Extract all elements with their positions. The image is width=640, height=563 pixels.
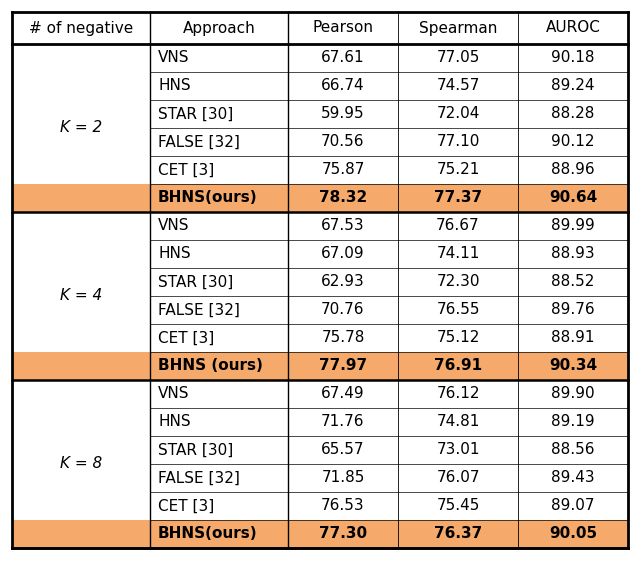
- Text: VNS: VNS: [158, 387, 189, 401]
- Text: BHNS(ours): BHNS(ours): [158, 190, 258, 205]
- Text: 89.76: 89.76: [551, 302, 595, 318]
- Text: 65.57: 65.57: [321, 443, 365, 458]
- Text: 74.57: 74.57: [436, 78, 480, 93]
- Text: 88.96: 88.96: [551, 163, 595, 177]
- Text: K = 4: K = 4: [60, 288, 102, 303]
- Text: 89.07: 89.07: [551, 498, 595, 513]
- Text: 76.12: 76.12: [436, 387, 480, 401]
- Text: 74.81: 74.81: [436, 414, 480, 430]
- Text: FALSE [32]: FALSE [32]: [158, 471, 240, 485]
- Text: 77.10: 77.10: [436, 135, 480, 150]
- Text: 88.93: 88.93: [551, 247, 595, 261]
- Text: 89.19: 89.19: [551, 414, 595, 430]
- Text: AUROC: AUROC: [545, 20, 600, 35]
- Text: CET [3]: CET [3]: [158, 498, 214, 513]
- Text: 77.37: 77.37: [434, 190, 482, 205]
- Text: 62.93: 62.93: [321, 275, 365, 289]
- Bar: [12, 352, 628, 380]
- Text: 67.53: 67.53: [321, 218, 365, 234]
- Text: 66.74: 66.74: [321, 78, 365, 93]
- Text: Approach: Approach: [182, 20, 255, 35]
- Text: 89.90: 89.90: [551, 387, 595, 401]
- Text: 89.43: 89.43: [551, 471, 595, 485]
- Text: STAR [30]: STAR [30]: [158, 275, 233, 289]
- Text: 74.11: 74.11: [436, 247, 480, 261]
- Text: 70.56: 70.56: [321, 135, 365, 150]
- Text: 76.37: 76.37: [434, 526, 482, 542]
- Text: HNS: HNS: [158, 78, 191, 93]
- Text: 88.52: 88.52: [551, 275, 595, 289]
- Text: 88.56: 88.56: [551, 443, 595, 458]
- Text: HNS: HNS: [158, 414, 191, 430]
- Text: 90.18: 90.18: [551, 51, 595, 65]
- Text: 76.53: 76.53: [321, 498, 365, 513]
- Text: 90.05: 90.05: [549, 526, 597, 542]
- Text: 76.55: 76.55: [436, 302, 480, 318]
- Bar: [12, 184, 628, 212]
- Text: 88.28: 88.28: [551, 106, 595, 122]
- Text: 76.67: 76.67: [436, 218, 480, 234]
- Text: 77.30: 77.30: [319, 526, 367, 542]
- Text: 75.87: 75.87: [321, 163, 365, 177]
- Text: STAR [30]: STAR [30]: [158, 106, 233, 122]
- Text: 75.12: 75.12: [436, 330, 480, 346]
- Text: VNS: VNS: [158, 51, 189, 65]
- Text: 75.45: 75.45: [436, 498, 480, 513]
- Text: 90.12: 90.12: [551, 135, 595, 150]
- Text: 76.07: 76.07: [436, 471, 480, 485]
- Text: 89.24: 89.24: [551, 78, 595, 93]
- Text: 75.21: 75.21: [436, 163, 480, 177]
- Text: FALSE [32]: FALSE [32]: [158, 135, 240, 150]
- Text: FALSE [32]: FALSE [32]: [158, 302, 240, 318]
- Text: 75.78: 75.78: [321, 330, 365, 346]
- Text: K = 8: K = 8: [60, 457, 102, 471]
- Text: 77.05: 77.05: [436, 51, 480, 65]
- Text: 67.61: 67.61: [321, 51, 365, 65]
- Text: HNS: HNS: [158, 247, 191, 261]
- Text: 72.30: 72.30: [436, 275, 480, 289]
- Text: 71.85: 71.85: [321, 471, 365, 485]
- Text: 59.95: 59.95: [321, 106, 365, 122]
- Text: 78.32: 78.32: [319, 190, 367, 205]
- Text: 89.99: 89.99: [551, 218, 595, 234]
- Text: 67.49: 67.49: [321, 387, 365, 401]
- Text: CET [3]: CET [3]: [158, 163, 214, 177]
- Text: CET [3]: CET [3]: [158, 330, 214, 346]
- Text: BHNS (ours): BHNS (ours): [158, 359, 263, 373]
- Text: K = 2: K = 2: [60, 120, 102, 136]
- Text: 76.91: 76.91: [434, 359, 482, 373]
- Text: BHNS(ours): BHNS(ours): [158, 526, 258, 542]
- Text: 67.09: 67.09: [321, 247, 365, 261]
- Bar: [12, 520, 628, 548]
- Text: 88.91: 88.91: [551, 330, 595, 346]
- Text: 72.04: 72.04: [436, 106, 480, 122]
- Text: 77.97: 77.97: [319, 359, 367, 373]
- Text: 70.76: 70.76: [321, 302, 365, 318]
- Text: 90.64: 90.64: [549, 190, 597, 205]
- Text: STAR [30]: STAR [30]: [158, 443, 233, 458]
- Text: 90.34: 90.34: [549, 359, 597, 373]
- Text: Pearson: Pearson: [312, 20, 374, 35]
- Text: 71.76: 71.76: [321, 414, 365, 430]
- Text: # of negative: # of negative: [29, 20, 133, 35]
- Text: VNS: VNS: [158, 218, 189, 234]
- Text: Spearman: Spearman: [419, 20, 497, 35]
- Text: 73.01: 73.01: [436, 443, 480, 458]
